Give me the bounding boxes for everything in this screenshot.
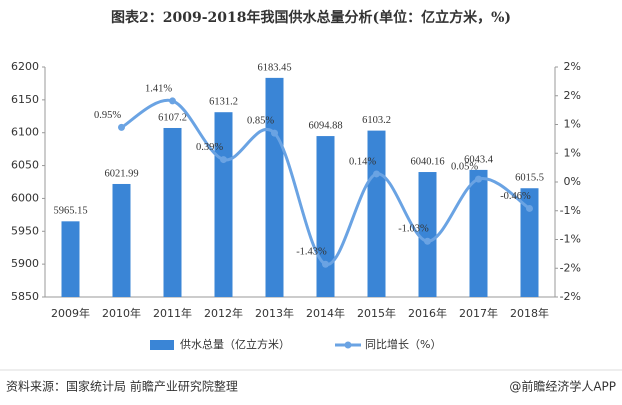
x-tick-label: 2014年 xyxy=(306,306,345,320)
brand: @前瞻经济学人APP xyxy=(509,379,616,394)
bar xyxy=(418,172,437,297)
x-tick-label: 2012年 xyxy=(204,306,243,320)
bar xyxy=(316,136,335,297)
line-value-label: 0.95% xyxy=(94,110,121,121)
line-point xyxy=(373,170,380,178)
source: 资料来源：国家统计局 前瞻产业研究院整理 xyxy=(6,379,238,394)
bar xyxy=(520,188,539,297)
line-value-label: 0.85% xyxy=(247,116,274,127)
x-tick-label: 2017年 xyxy=(459,306,498,320)
y-tick-label: 6150 xyxy=(11,93,39,106)
line-point xyxy=(118,123,125,131)
line-point xyxy=(322,260,329,268)
line-point xyxy=(169,97,176,105)
legend-label: 供水总量（亿立方米） xyxy=(180,337,290,351)
y-tick-label: 6100 xyxy=(11,126,39,139)
bar xyxy=(163,127,182,298)
bar-value-label: 5965.15 xyxy=(53,206,87,217)
bar xyxy=(367,130,386,297)
y-tick-label: 6050 xyxy=(11,159,39,172)
line-value-label: 0.14% xyxy=(349,156,376,167)
y-tick-label: 5900 xyxy=(11,257,39,270)
y2-tick-label: -1% xyxy=(560,204,581,217)
y2-tick-label: 2% xyxy=(564,60,581,73)
bar xyxy=(214,112,233,297)
legend-label: 同比增长（%） xyxy=(365,337,441,351)
bar xyxy=(112,183,131,297)
bar xyxy=(265,77,284,297)
chart-title: 图表2：2009-2018年我国供水总量分析(单位：亿立方米，%) xyxy=(111,9,511,26)
bar-value-label: 6094.88 xyxy=(308,120,342,131)
y2-tick-label: 2% xyxy=(564,89,581,102)
y2-tick-label: -2% xyxy=(560,261,581,274)
x-tick-label: 2018年 xyxy=(510,306,549,320)
line-point xyxy=(526,204,533,212)
y-tick-label: 5850 xyxy=(11,290,39,303)
y-tick-label: 6000 xyxy=(11,191,39,204)
line-point xyxy=(424,237,431,245)
y2-tick-label: -1% xyxy=(560,233,581,246)
y-tick-label: 6200 xyxy=(11,60,39,73)
line-point xyxy=(220,156,227,164)
x-tick-label: 2016年 xyxy=(408,306,447,320)
x-tick-label: 2015年 xyxy=(357,306,396,320)
bar-value-label: 6021.99 xyxy=(104,168,138,179)
x-tick-label: 2013年 xyxy=(255,306,294,320)
x-tick-label: 2009年 xyxy=(51,306,90,320)
bar-value-label: 6040.16 xyxy=(410,156,444,167)
line-point xyxy=(475,175,482,183)
bar xyxy=(469,169,488,297)
bar-value-label: 6043.4 xyxy=(464,154,494,165)
line-point xyxy=(271,129,278,137)
bar-value-label: 6103.2 xyxy=(362,115,391,126)
bar-value-label: 6131.2 xyxy=(209,97,238,108)
y2-tick-label: -2% xyxy=(560,290,581,303)
bar-value-label: 6015.5 xyxy=(515,173,544,184)
x-tick-label: 2010年 xyxy=(102,306,141,320)
line-value-label: -1.03% xyxy=(398,224,429,235)
line-value-label: 1.41% xyxy=(145,83,172,94)
line-value-label: -1.43% xyxy=(296,247,327,258)
legend-swatch-point xyxy=(344,341,352,349)
x-tick-label: 2011年 xyxy=(153,306,192,320)
y-tick-label: 5950 xyxy=(11,224,39,237)
bar-value-label: 6107.2 xyxy=(158,112,187,123)
line-value-label: 0.05% xyxy=(451,162,478,173)
y2-tick-label: 1% xyxy=(564,118,581,131)
y2-tick-label: 1% xyxy=(564,146,581,159)
bar-value-label: 6183.45 xyxy=(257,62,291,73)
line-value-label: 0.39% xyxy=(196,142,223,153)
legend-swatch xyxy=(150,340,174,350)
y2-tick-label: 0% xyxy=(564,175,581,188)
line-value-label: -0.46% xyxy=(500,191,531,202)
bar xyxy=(61,221,80,297)
